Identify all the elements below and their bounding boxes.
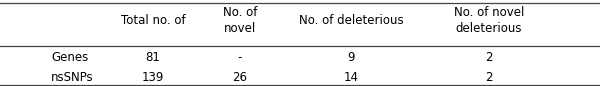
Text: Genes: Genes xyxy=(51,51,88,64)
Text: 26: 26 xyxy=(233,71,248,84)
Text: No. of deleterious: No. of deleterious xyxy=(299,14,403,27)
Text: 139: 139 xyxy=(142,71,164,84)
Text: -: - xyxy=(238,51,242,64)
Text: Total no. of: Total no. of xyxy=(121,14,185,27)
Text: No. of
novel: No. of novel xyxy=(223,6,257,35)
Text: 81: 81 xyxy=(146,51,160,64)
Text: 2: 2 xyxy=(485,71,493,84)
Text: 2: 2 xyxy=(485,51,493,64)
Text: 14: 14 xyxy=(343,71,359,84)
Text: No. of novel
deleterious: No. of novel deleterious xyxy=(454,6,524,35)
Text: nsSNPs: nsSNPs xyxy=(51,71,94,84)
Text: 9: 9 xyxy=(347,51,355,64)
